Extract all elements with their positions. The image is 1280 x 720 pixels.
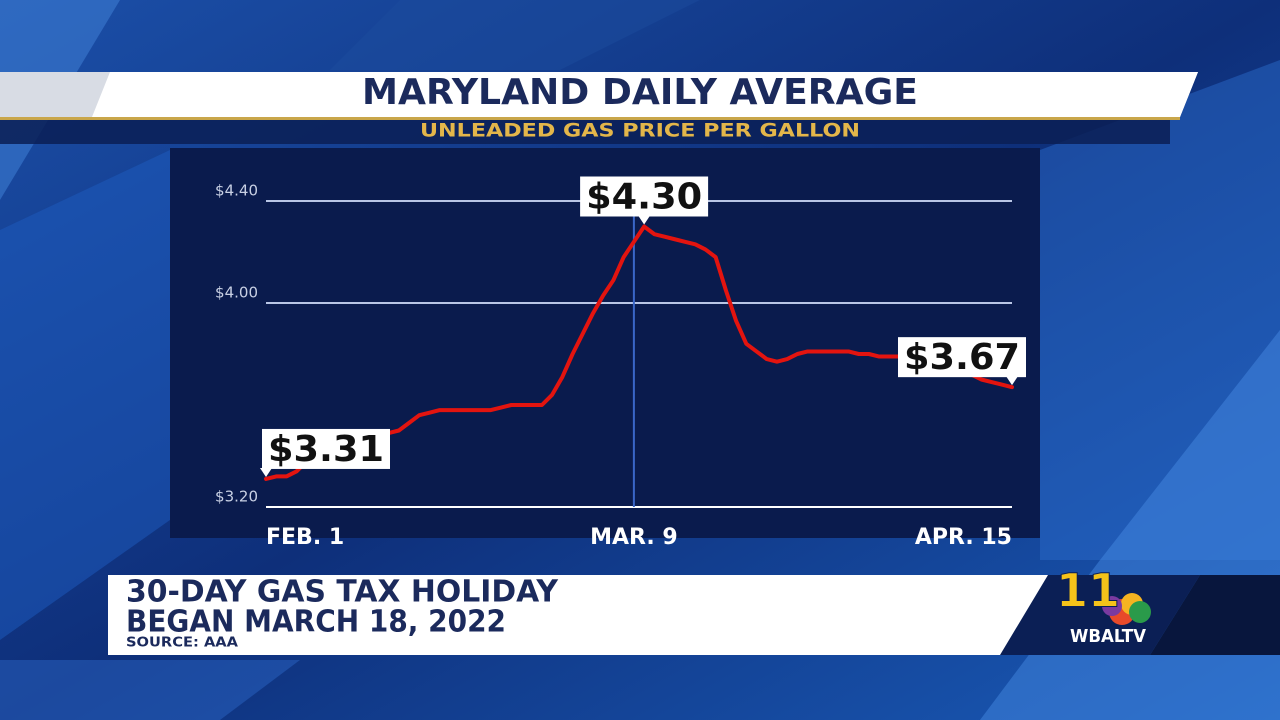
lower-third-line: 30-DAY GAS TAX HOLIDAY: [126, 575, 559, 610]
y-tick-label: $4.40: [215, 182, 258, 200]
y-tick-label: $4.00: [215, 284, 258, 302]
value-label-pointer: [1006, 376, 1018, 386]
logo-channel: 11: [1056, 564, 1120, 618]
x-tick-label: MAR. 9: [590, 525, 678, 550]
value-label: $4.30: [586, 177, 702, 218]
lower-third: [108, 575, 1280, 655]
value-label-pointer: [638, 215, 651, 225]
y-tick-label: $3.20: [215, 488, 258, 506]
value-label-box: [580, 176, 709, 217]
value-label: $3.67: [904, 337, 1020, 378]
price-line: [264, 224, 1014, 481]
source-note: SOURCE: AAA: [126, 636, 238, 651]
chart-title: MARYLAND DAILY AVERAGE: [362, 72, 918, 113]
plot: $3.20 $4.00 $4.40 FEB. 1 MAR. 9 APR. 15 $3.31 $…: [215, 176, 1026, 550]
value-label: $3.31: [268, 429, 384, 470]
x-tick-label: APR. 15: [915, 525, 1012, 550]
chart-subtitle: UNLEADED GAS PRICE PER GALLON: [420, 120, 860, 142]
value-label-box: [898, 337, 1026, 378]
value-label-box: [262, 428, 390, 469]
lower-third-line: BEGAN MARCH 18, 2022: [126, 605, 506, 640]
x-tick-label: FEB. 1: [266, 525, 344, 550]
title-banner: [0, 72, 1198, 144]
logo-station: WBALTV: [1070, 626, 1146, 647]
value-label-pointer: [260, 467, 272, 477]
station-logo: [1102, 593, 1151, 625]
